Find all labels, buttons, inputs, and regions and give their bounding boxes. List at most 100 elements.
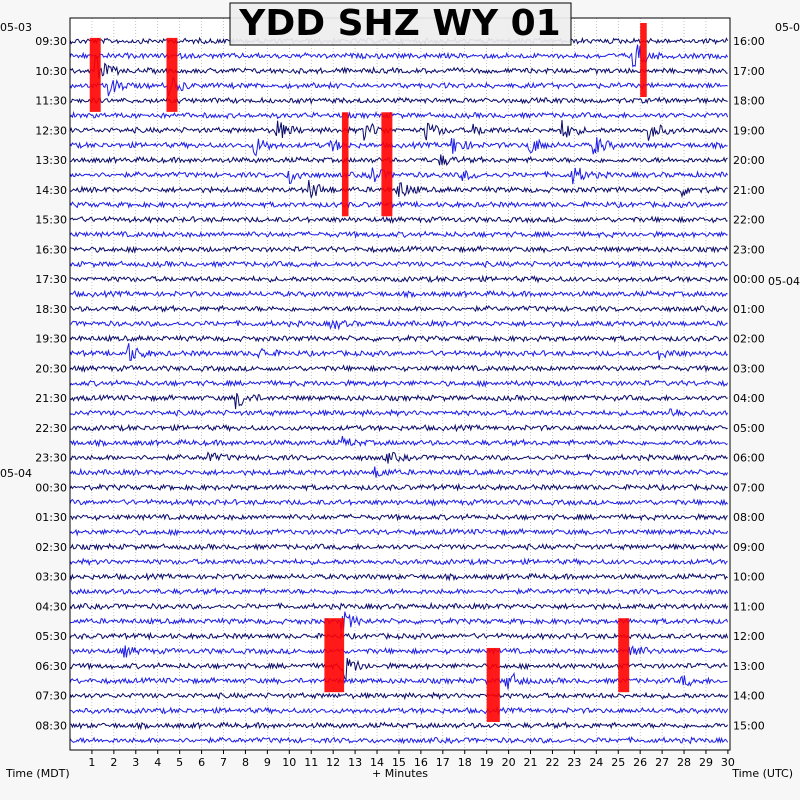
x-tick-label: 24 (589, 756, 603, 769)
trace-line (69, 393, 728, 410)
trace-line (69, 671, 728, 690)
right-time-label: 18:00 (733, 95, 765, 108)
right-time-label: 00:00 (733, 273, 765, 286)
trace-line (69, 200, 728, 210)
left-time-label: 12:30 (35, 124, 67, 137)
x-tick-label: 10 (282, 756, 296, 769)
left-time-label: 23:30 (35, 452, 67, 465)
clipped-segment (89, 37, 101, 112)
left-axis-title: Time (MDT) (5, 767, 70, 780)
x-tick-label: 11 (304, 756, 318, 769)
trace-line (69, 645, 728, 658)
trace-line (69, 482, 728, 492)
x-tick-label: 9 (264, 756, 271, 769)
left-time-label: 04:30 (35, 600, 67, 613)
trace-line (69, 631, 729, 641)
trace-line (69, 657, 728, 680)
right-time-label: 08:00 (733, 511, 765, 524)
trace-line (69, 601, 729, 611)
trace-line (69, 334, 728, 343)
right-time-label: 17:00 (733, 65, 765, 78)
trace-line (69, 423, 728, 433)
trace-line (69, 527, 729, 537)
clipped-segment (324, 618, 345, 693)
x-tick-label: 15 (392, 756, 406, 769)
left-time-labels: 09:30 10:30 11:30 12:30 13:30 14:30 15:30 16:30… (35, 35, 67, 732)
left-time-label: 20:30 (35, 362, 67, 375)
left-time-label: 13:30 (35, 154, 67, 167)
x-tick-label: 7 (220, 756, 227, 769)
trace-line (69, 721, 729, 731)
trace-line (69, 96, 728, 105)
x-tick-label: 19 (480, 756, 494, 769)
title-box (229, 2, 572, 46)
trace-line (69, 408, 729, 418)
x-tick-label: 25 (611, 756, 625, 769)
right-time-label: 11:00 (733, 600, 765, 613)
left-time-label: 01:30 (35, 511, 67, 524)
trace-line (69, 120, 728, 141)
trace-line (69, 167, 729, 185)
left-time-label: 02:30 (35, 541, 67, 554)
trace-line (69, 304, 728, 313)
trace-line (69, 343, 728, 361)
x-tick-label: 13 (348, 756, 362, 769)
trace-line (69, 154, 728, 167)
trace-line (69, 56, 728, 79)
right-time-labels: 16:00 17:00 18:00 19:00 20:00 21:00 22:00 23:00… (733, 35, 765, 732)
right-time-label: 22:00 (733, 214, 765, 227)
clipped-segment (341, 112, 349, 217)
right-time-label: 01:00 (733, 303, 765, 316)
clipped-segment (381, 112, 393, 217)
right-time-label: 07:00 (733, 481, 765, 494)
right-time-label: 23:00 (733, 243, 765, 256)
x-tick-label: 28 (677, 756, 691, 769)
x-tick-label: 12 (326, 756, 340, 769)
trace-line (69, 451, 728, 464)
trace-line (69, 364, 729, 373)
right-time-label: 09:00 (733, 541, 765, 554)
left-time-label: 00:30 (35, 481, 67, 494)
trace-line (69, 706, 729, 716)
trace-line (69, 245, 729, 254)
left-time-label: 17:30 (35, 273, 67, 286)
trace-line (69, 435, 728, 448)
left-time-label: 06:30 (35, 660, 67, 673)
trace-line (69, 379, 729, 388)
clipped-segment (486, 647, 500, 722)
left-time-label: 15:30 (35, 214, 67, 227)
x-tick-label: 22 (545, 756, 559, 769)
x-tick-label: 2 (110, 756, 117, 769)
trace-line (69, 466, 729, 478)
left-time-label: 22:30 (35, 422, 67, 435)
clipped-segment (640, 23, 647, 97)
right-time-label: 02:00 (733, 333, 765, 346)
right-date-label: 05-03 (775, 21, 800, 34)
trace-line (69, 137, 728, 157)
trace-line (69, 512, 728, 522)
x-tick-label: 30 (721, 756, 735, 769)
right-time-label: 03:00 (733, 362, 765, 375)
right-time-label: 06:00 (733, 452, 765, 465)
right-time-label: 16:00 (733, 35, 765, 48)
x-tick-label: 4 (154, 756, 161, 769)
left-time-label: 07:30 (35, 690, 67, 703)
x-tick-label: 16 (414, 756, 428, 769)
trace-line (69, 318, 728, 331)
left-time-label: 09:30 (35, 35, 67, 48)
trace-line (69, 110, 729, 120)
right-time-label: 19:00 (733, 124, 765, 137)
x-tick-label: 17 (436, 756, 450, 769)
trace-line (69, 587, 729, 596)
trace-line (69, 691, 729, 701)
left-time-label: 21:30 (35, 392, 67, 405)
x-tick-label: 20 (502, 756, 516, 769)
x-tick-label: 6 (198, 756, 205, 769)
left-time-label: 10:30 (35, 65, 67, 78)
trace-line (69, 289, 728, 299)
x-tick-label: 27 (655, 756, 669, 769)
trace-line (69, 274, 728, 284)
trace-layer (69, 36, 729, 745)
x-tick-label: 26 (633, 756, 647, 769)
